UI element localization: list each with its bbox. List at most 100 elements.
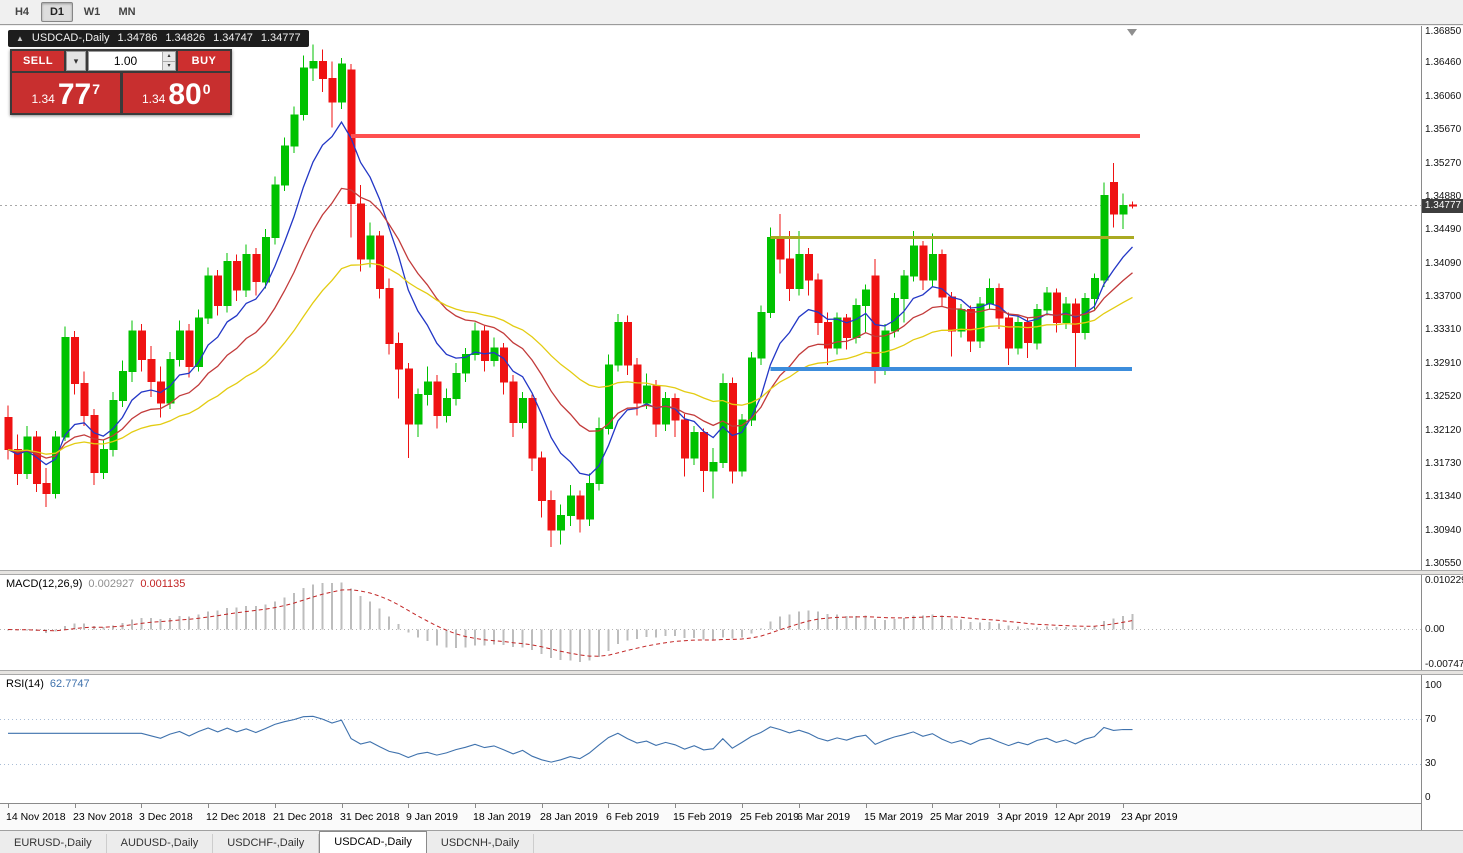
timeframe-button-h4[interactable]: H4	[14, 6, 30, 18]
date-tick	[866, 804, 867, 808]
rsi-label: RSI(14)	[6, 678, 44, 690]
volume-increase-button[interactable]: ▴	[162, 52, 175, 61]
date-axis[interactable]: 14 Nov 2018 23 Nov 2018 3 Dec 2018 12 Dec 2…	[0, 803, 1421, 830]
date-label: 31 Dec 2018	[340, 811, 400, 823]
rsi-tick-label: 0	[1425, 792, 1431, 803]
timeframe-toolbar: H4 D1 W1 MN	[0, 0, 1463, 25]
date-tick	[542, 804, 543, 808]
timeframe-button-mn[interactable]: MN	[118, 6, 136, 18]
date-label: 15 Feb 2019	[673, 811, 732, 823]
date-tick	[208, 804, 209, 808]
macd-signal-value: 0.001135	[140, 578, 186, 590]
price-tick-label: 1.35270	[1425, 157, 1462, 169]
volume-dropdown-button[interactable]: ▾	[66, 51, 86, 71]
tab-audusd-daily[interactable]: AUDUSD-,Daily	[107, 834, 214, 853]
ohlc-low: 1.34747	[213, 32, 253, 44]
rsi-canvas[interactable]	[0, 675, 1421, 808]
price-tick-label: 1.32120	[1425, 424, 1462, 436]
date-tick	[932, 804, 933, 808]
tab-usdcnh-daily[interactable]: USDCNH-,Daily	[427, 834, 535, 853]
buy-price-prefix: 1.34	[141, 92, 166, 106]
date-tick	[275, 804, 276, 808]
rsi-panel[interactable]: RSI(14) 62.7747	[0, 675, 1421, 803]
sell-price-big: 77	[57, 78, 92, 111]
macd-tick-label: -0.007472	[1425, 659, 1463, 670]
chart-shift-marker-icon[interactable]	[1127, 29, 1137, 36]
date-label: 3 Apr 2019	[997, 811, 1048, 823]
volume-decrease-button[interactable]: ▾	[162, 60, 175, 70]
rsi-tick-label: 30	[1425, 758, 1437, 770]
volume-field: ▴ ▾	[88, 51, 176, 71]
volume-input[interactable]	[89, 52, 162, 70]
macd-header: MACD(12,26,9) 0.002927 0.001135	[6, 578, 185, 590]
date-tick	[799, 804, 800, 808]
date-label: 6 Feb 2019	[606, 811, 660, 823]
date-label: 18 Jan 2019	[473, 811, 531, 823]
macd-tick-label: 0.010229	[1425, 575, 1463, 586]
sell-price-display[interactable]: 1.34 77 7	[12, 73, 120, 113]
rsi-tick-label: 100	[1425, 680, 1442, 691]
chevron-down-icon: ▾	[73, 56, 79, 66]
date-tick	[608, 804, 609, 808]
macd-canvas[interactable]	[0, 575, 1421, 675]
macd-label: MACD(12,26,9)	[6, 578, 83, 590]
tab-usdcad-daily[interactable]: USDCAD-,Daily	[319, 831, 427, 853]
buy-price-big: 80	[168, 78, 202, 111]
date-label: 9 Jan 2019	[406, 811, 458, 823]
ohlc-high: 1.34826	[165, 32, 206, 44]
rsi-tick-label: 70	[1425, 713, 1437, 725]
date-label: 23 Nov 2018	[73, 811, 133, 823]
price-tick-label: 1.34090	[1425, 257, 1462, 269]
price-chart-panel[interactable]: ▲ USDCAD-,Daily 1.34786 1.34826 1.34747 …	[0, 26, 1421, 570]
chart-ohlc-header: ▲ USDCAD-,Daily 1.34786 1.34826 1.34747 …	[8, 30, 309, 47]
price-tick-label: 1.33700	[1425, 291, 1462, 302]
panel-separator[interactable]	[0, 570, 1463, 575]
buy-price-display[interactable]: 1.34 80 0	[122, 73, 230, 113]
date-label: 28 Jan 2019	[540, 811, 598, 823]
one-click-expand-arrow-icon[interactable]: ▲	[16, 34, 24, 43]
date-label: 3 Dec 2018	[139, 811, 193, 823]
date-label: 23 Apr 2019	[1121, 811, 1178, 823]
panel-separator[interactable]	[0, 670, 1463, 675]
date-tick	[999, 804, 1000, 808]
timeframe-button-d1[interactable]: D1	[41, 2, 73, 22]
tab-eurusd-daily[interactable]: EURUSD-,Daily	[0, 834, 107, 853]
macd-panel[interactable]: MACD(12,26,9) 0.002927 0.001135	[0, 575, 1421, 670]
timeframe-button-w1[interactable]: W1	[83, 6, 101, 18]
tab-usdchf-daily[interactable]: USDCHF-,Daily	[213, 834, 320, 853]
date-tick	[408, 804, 409, 808]
date-tick	[75, 804, 76, 808]
date-tick	[475, 804, 476, 808]
date-tick	[342, 804, 343, 808]
sell-price-sup: 7	[92, 81, 101, 97]
price-tick-label: 1.36460	[1425, 57, 1462, 69]
price-tick-label: 1.34490	[1425, 224, 1462, 236]
date-tick	[1123, 804, 1124, 808]
sell-price-prefix: 1.34	[31, 92, 55, 106]
price-tick-label: 1.30550	[1425, 558, 1462, 569]
date-label: 21 Dec 2018	[273, 811, 333, 823]
date-tick	[8, 804, 9, 808]
date-tick	[1056, 804, 1057, 808]
ohlc-close: 1.34777	[260, 32, 301, 44]
volume-spinner: ▴ ▾	[162, 52, 175, 70]
rsi-value: 62.7747	[49, 678, 90, 690]
date-tick	[141, 804, 142, 808]
date-label: 12 Dec 2018	[206, 811, 266, 823]
symbol-label: USDCAD-,Daily	[31, 32, 110, 44]
chart-tab-bar: EURUSD-,Daily AUDUSD-,Daily USDCHF-,Daily U…	[0, 830, 1463, 853]
price-tick-label: 1.36060	[1425, 90, 1462, 102]
current-price-tag: 1.34777	[1422, 199, 1463, 213]
date-tick	[675, 804, 676, 808]
date-label: 25 Feb 2019	[740, 811, 799, 823]
price-scale[interactable]: 1.34777 1.36850 1.36460 1.36060 1.35670 1.35…	[1421, 26, 1463, 830]
date-label: 14 Nov 2018	[6, 811, 66, 823]
date-tick	[742, 804, 743, 808]
ohlc-open: 1.34786	[117, 32, 158, 44]
sell-button[interactable]: SELL	[12, 51, 64, 71]
buy-button[interactable]: BUY	[178, 51, 230, 71]
rsi-header: RSI(14) 62.7747	[6, 678, 90, 690]
price-chart-canvas[interactable]	[0, 26, 1421, 575]
